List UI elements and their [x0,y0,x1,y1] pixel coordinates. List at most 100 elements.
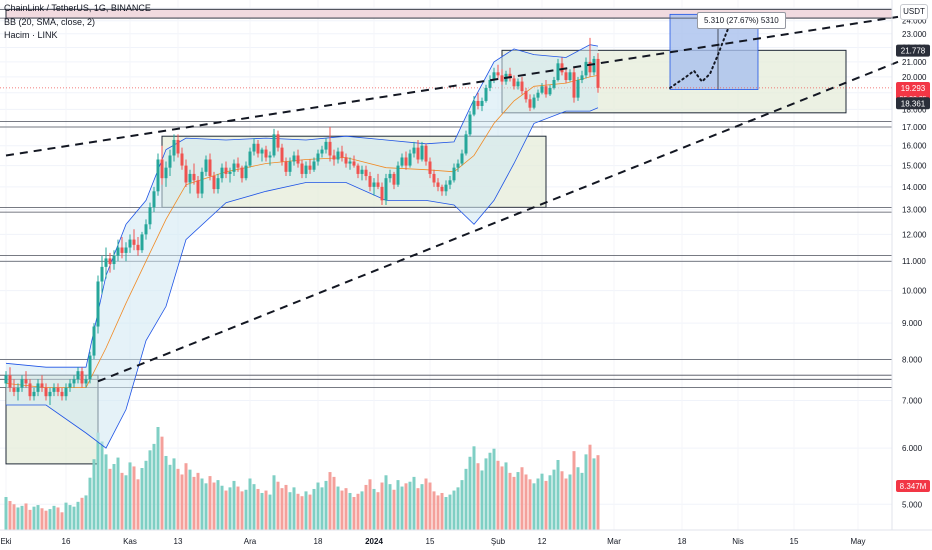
volume-bar [408,481,412,530]
candle-body [220,167,224,179]
candle-body [436,182,440,187]
x-tick-label: Nis [732,537,744,546]
trendline [97,60,899,383]
candle-body [8,375,12,388]
candle-body [404,157,408,166]
candle [28,379,32,401]
candle-body [188,173,192,183]
legend-volume[interactable]: Hacim · LINK [4,30,58,40]
volume-bar [180,474,184,530]
volume-bar [44,510,48,530]
candle [8,367,12,392]
candle [256,139,260,158]
y-tick-label: 9.000 [902,319,923,328]
candle [112,250,116,270]
volume-bar [404,483,408,530]
volume-bar [440,492,444,530]
candle-body [576,79,580,98]
candle-body [468,114,472,135]
candle-body [500,75,504,82]
candle-body [20,379,24,388]
y-tick-label: 14.000 [902,183,927,192]
x-tick-label: 2024 [365,537,383,546]
volume-bar [36,505,40,530]
candle [480,97,484,112]
candle [200,167,204,199]
volume-bar [424,478,428,530]
candle-body [180,153,184,166]
candle-body [232,163,236,172]
legend-symbol[interactable]: ChainLink / TetherUS, 1G, BINANCE [4,3,151,13]
candle [424,143,428,166]
volume-bar [444,497,448,530]
candle [204,155,208,177]
candle-body [444,184,448,192]
candle [224,161,228,179]
y-tick-label: 11.000 [902,257,926,266]
volume-bar [108,468,112,530]
candle-body [580,75,584,80]
price-badge-value: 8.347M [900,482,927,491]
candle [4,371,8,388]
x-tick-label: Ara [244,537,257,546]
candle [584,57,588,79]
volume-bar [588,444,592,530]
candle-body [120,247,124,253]
x-tick-label: 15 [426,537,435,546]
candle [172,134,176,162]
candles[interactable] [4,37,600,405]
x-tick-label: 12 [538,537,547,546]
candle [484,84,488,103]
candle [440,184,444,196]
candle-body [144,224,148,235]
candle-body [12,387,16,392]
candle [44,383,48,401]
candle [300,159,304,179]
time-axis[interactable]: Eki 16 Kas 13 Ara 18 2024 15 Şub 12 Mar 18 Nis 15 May [0,529,932,546]
candle-body [584,61,588,76]
candle [340,145,344,162]
volume-bar [244,489,248,530]
candle-body [76,371,80,380]
volume-bar [592,458,596,530]
candle [436,178,440,192]
candle [552,76,556,90]
volume-bar [264,490,268,530]
candle [120,236,124,259]
candle-body [420,145,424,160]
trendlines[interactable] [5,15,899,383]
candle [576,76,580,101]
candle [264,145,268,162]
candle [592,56,596,76]
y-tick-label: 15.000 [902,162,927,171]
legend-bollinger[interactable]: BB (20, SMA, close, 2) [4,17,96,27]
candle [316,149,320,166]
candle-body [524,91,528,100]
volume-bar [308,494,312,530]
candle [464,130,468,156]
candle-body [368,176,372,187]
volume-bar [540,473,544,530]
volume-bar [532,483,536,530]
y-tick-label: 16.000 [902,142,927,151]
volume-bar [100,441,104,530]
volume-bar [536,478,540,530]
candle [400,153,404,168]
candle [324,138,328,154]
candle-body [36,383,40,392]
candle [76,367,80,384]
currency-label[interactable]: USDT [900,4,928,20]
candle [512,75,516,90]
volume-bar [344,488,348,530]
candle-body [532,97,536,108]
candle-body [400,157,404,166]
volume-bar [348,492,352,530]
candle-body [312,161,316,170]
y-tick-label: 18.000 [902,105,927,114]
volume-bar [484,458,488,530]
candle [460,149,464,166]
candle-body [408,153,412,166]
y-tick-label: 13.000 [902,206,927,215]
candle [156,153,160,196]
